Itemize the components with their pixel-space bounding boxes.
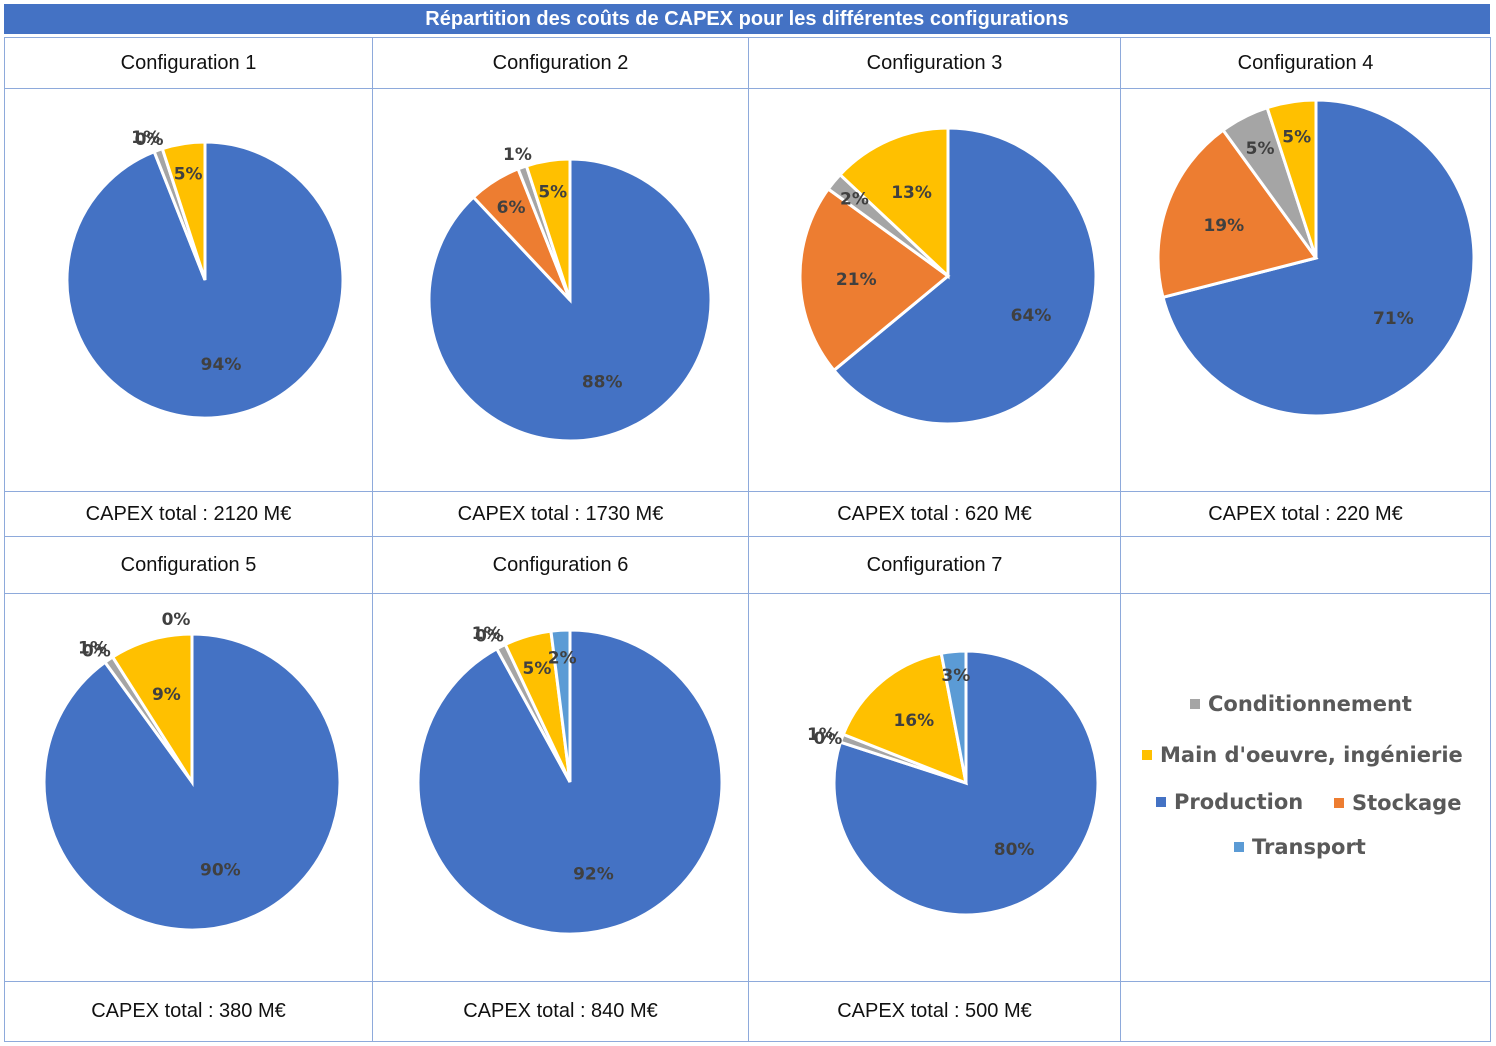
- config-header: [1120, 536, 1491, 594]
- config-title: Configuration 2: [372, 37, 749, 89]
- legend-swatch: [1156, 797, 1166, 807]
- capex-total: CAPEX total : 500 M€: [748, 981, 1121, 1042]
- data-label: 5%: [1246, 139, 1275, 159]
- data-label: 90%: [200, 860, 241, 880]
- capex-total: CAPEX total : 1730 M€: [372, 491, 749, 537]
- data-label: 0%: [475, 626, 504, 646]
- data-label: 19%: [1203, 216, 1244, 236]
- legend-label: Stockage: [1352, 791, 1462, 815]
- data-label: 71%: [1373, 309, 1414, 329]
- pie-chart: 88% 6% 1% 5%: [427, 145, 713, 443]
- data-label: 3%: [941, 666, 970, 686]
- data-label: 9%: [152, 685, 181, 705]
- legend-label: Transport: [1252, 835, 1366, 859]
- legend-swatch: [1334, 798, 1344, 808]
- pie-slice: [841, 651, 968, 786]
- data-label: 64%: [1011, 306, 1052, 326]
- pie-slice: [837, 126, 950, 280]
- data-label: 21%: [836, 270, 877, 290]
- pie-chart: 80% 0%1% 16% 3%: [807, 649, 1100, 917]
- pie-slice: [1161, 98, 1476, 418]
- page-title: Répartition des coûts de CAPEX pour les …: [4, 4, 1490, 34]
- config-title: Configuration 4: [1120, 37, 1491, 89]
- pie-chart: 71% 19% 5% 5%: [1156, 98, 1476, 418]
- legend-swatch: [1190, 699, 1200, 709]
- legend-swatch: [1142, 750, 1152, 760]
- pie-slice: [110, 632, 194, 788]
- data-label: 1%: [131, 128, 160, 148]
- legend-label: Conditionnement: [1208, 692, 1412, 716]
- data-label: 0%: [162, 610, 191, 630]
- data-label: 5%: [522, 659, 551, 679]
- data-label: 94%: [201, 355, 242, 375]
- capex-total: CAPEX total : 220 M€: [1120, 491, 1491, 537]
- pie-chart: 90%0%1%9%0%: [42, 610, 342, 932]
- legend-item: Production: [1156, 790, 1303, 814]
- pie-slice: [798, 186, 951, 373]
- pie-chart: 92% 0%1% 5%2%: [416, 624, 724, 936]
- pie-slice: [939, 649, 968, 784]
- config-title: Configuration 1: [4, 37, 373, 89]
- legend-item: Transport: [1234, 835, 1366, 859]
- pie-slice: [1265, 98, 1318, 259]
- data-label: 1%: [503, 145, 532, 165]
- config-title: Configuration 7: [748, 536, 1121, 594]
- legend-swatch: [1234, 842, 1244, 852]
- data-label: 5%: [538, 182, 567, 202]
- data-label: 1%: [807, 725, 836, 745]
- capex-total: CAPEX total : 620 M€: [748, 491, 1121, 537]
- chart-legend: Conditionnement Main d'oeuvre, ingénierie…: [1122, 680, 1490, 870]
- data-label: 1%: [472, 624, 501, 644]
- data-label: 80%: [994, 840, 1035, 860]
- data-label: 2%: [548, 649, 577, 669]
- pie-slice: [524, 157, 572, 301]
- pie-chart: 64% 21% 2% 13%: [798, 126, 1098, 426]
- data-label: 1%: [78, 638, 107, 658]
- pie-slice: [549, 628, 572, 783]
- chart-cell: [1120, 593, 1491, 982]
- pie-chart: 94% 0%1% 5%: [65, 128, 345, 420]
- data-label: 13%: [891, 183, 932, 203]
- legend-label: Production: [1174, 790, 1304, 814]
- data-label: 92%: [573, 864, 614, 884]
- capex-total: CAPEX total : 2120 M€: [4, 491, 373, 537]
- data-label: 5%: [174, 165, 203, 185]
- data-label: 0%: [813, 729, 842, 749]
- legend-label: Main d'oeuvre, ingénierie: [1160, 743, 1463, 767]
- pie-slice: [160, 140, 207, 281]
- data-label: 6%: [497, 198, 526, 218]
- config-title: Configuration 6: [372, 536, 749, 594]
- data-label: 0%: [82, 641, 111, 661]
- legend-item: Main d'oeuvre, ingénierie: [1142, 743, 1463, 767]
- data-label: 88%: [582, 372, 623, 392]
- legend-item: Stockage: [1334, 791, 1461, 815]
- pie-slice: [1156, 128, 1319, 300]
- pie-slice: [831, 126, 1098, 426]
- data-label: 16%: [893, 711, 934, 731]
- capex-total: CAPEX total : 380 M€: [4, 981, 373, 1042]
- data-label: 2%: [840, 190, 869, 210]
- legend-item: Conditionnement: [1190, 692, 1412, 716]
- capex-total: [1120, 981, 1491, 1042]
- data-label: 5%: [1282, 127, 1311, 147]
- config-title: Configuration 5: [4, 536, 373, 594]
- data-label: 0%: [135, 130, 164, 150]
- capex-total: CAPEX total : 840 M€: [372, 981, 749, 1042]
